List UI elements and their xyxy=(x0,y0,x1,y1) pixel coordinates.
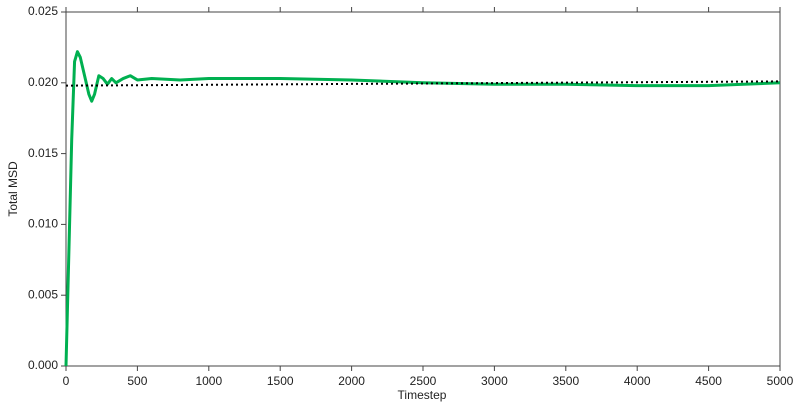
y-tick-label: 0.010 xyxy=(28,217,58,231)
x-tick-label: 2000 xyxy=(338,374,365,388)
trend-line xyxy=(65,80,781,87)
x-tick-label: 2500 xyxy=(410,374,437,388)
y-tick-label: 0.005 xyxy=(28,287,58,301)
x-tick-label: 1000 xyxy=(195,374,222,388)
x-tick-label: 500 xyxy=(127,374,147,388)
x-tick-label: 5000 xyxy=(767,374,794,388)
x-tick-label: 0 xyxy=(63,374,70,388)
x-tick-label: 4000 xyxy=(624,374,651,388)
x-tick-label: 3500 xyxy=(552,374,579,388)
y-axis-label: Total MSD xyxy=(6,161,20,217)
x-tick-label: 3000 xyxy=(481,374,508,388)
x-axis-label: Timestep xyxy=(398,388,447,402)
x-tick-label: 4500 xyxy=(695,374,722,388)
y-tick-label: 0.020 xyxy=(28,75,58,89)
data-line xyxy=(64,50,781,367)
y-tick-label: 0.015 xyxy=(28,146,58,160)
plot-frame xyxy=(65,11,781,367)
y-tick-label: 0.000 xyxy=(28,358,58,372)
x-tick-label: 1500 xyxy=(267,374,294,388)
y-tick-label: 0.025 xyxy=(28,4,58,18)
